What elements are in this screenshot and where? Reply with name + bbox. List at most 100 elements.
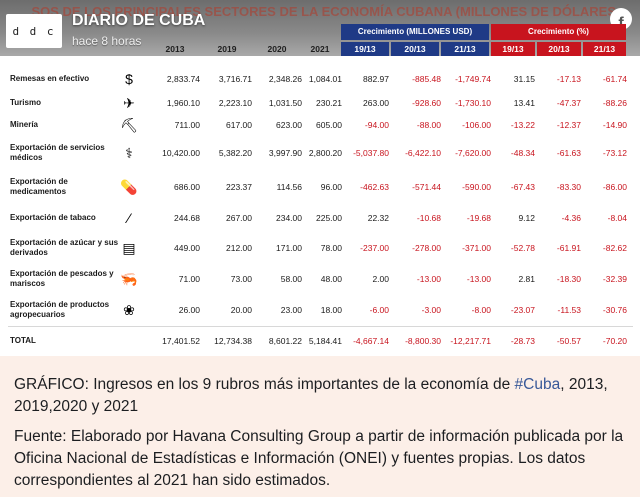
usd-growth-cell: 882.97 [363, 74, 389, 84]
table-row: Turismo ✈ 1,960.10 2,223.10 1,031.50 230.21 26… [0, 92, 640, 114]
table-divider [8, 326, 633, 327]
value-cell: 2,833.74 [166, 74, 200, 84]
page-name[interactable]: DIARIO DE CUBA [72, 12, 206, 29]
money-bag-icon: $ [125, 71, 133, 87]
pct-period-header: 20/13 [537, 42, 581, 56]
usd-growth-cell: -1,749.74 [455, 74, 491, 84]
value-cell: 18.00 [320, 305, 342, 315]
pct-growth-cell: -73.12 [602, 148, 627, 158]
mining-icon: ⛏ [120, 116, 138, 133]
pct-growth-cell: -30.76 [602, 305, 627, 315]
growth-usd-header: Crecimiento (MILLONES USD) [341, 24, 489, 40]
value-cell: 2,223.10 [218, 98, 252, 108]
pct-period-header: 21/13 [583, 42, 626, 56]
row-label: Minería [10, 120, 39, 129]
table-row: Exportación de pescados y mariscos 🦐 71.00… [0, 264, 640, 294]
pct-growth-cell: -17.13 [556, 74, 581, 84]
value-cell: 3,997.90 [268, 148, 302, 158]
value-cell: 2,800.20 [308, 148, 342, 158]
value-cell: 223.37 [226, 182, 252, 192]
total-usd-cell: -8,800.30 [405, 336, 441, 346]
pct-growth-cell: -88.26 [602, 98, 627, 108]
pct-growth-cell: -8.04 [607, 213, 627, 223]
pct-growth-cell: -18.30 [556, 274, 581, 284]
usd-growth-cell: -590.00 [462, 182, 491, 192]
hashtag-link[interactable]: #Cuba [514, 376, 561, 393]
pct-growth-cell: -13.22 [510, 120, 535, 130]
total-pct-cell: -50.57 [556, 336, 581, 346]
usd-growth-cell: -928.60 [412, 98, 441, 108]
usd-growth-cell: -8.00 [471, 305, 491, 315]
usd-growth-cell: 22.32 [367, 213, 389, 223]
medicine-icon: 💊 [120, 178, 138, 195]
usd-growth-cell: -1,730.10 [455, 98, 491, 108]
value-cell: 5,382.20 [218, 148, 252, 158]
pct-growth-cell: -14.90 [602, 120, 627, 130]
post-timestamp[interactable]: hace 8 horas [72, 34, 142, 48]
usd-growth-cell: -6.00 [369, 305, 389, 315]
row-label: Exportación de pescados y mariscos [10, 269, 114, 288]
usd-growth-cell: -371.00 [462, 243, 491, 253]
usd-growth-cell: -7,620.00 [455, 148, 491, 158]
usd-growth-cell: -571.44 [412, 182, 441, 192]
usd-growth-cell: -3.00 [421, 305, 441, 315]
total-pct-cell: -28.73 [510, 336, 535, 346]
pct-growth-cell: -4.36 [561, 213, 581, 223]
value-cell: 114.56 [276, 182, 302, 192]
value-cell: 1,084.01 [308, 74, 342, 84]
usd-period-header: 21/13 [441, 42, 489, 56]
pct-growth-cell: 9.12 [518, 213, 535, 223]
pct-growth-cell: -23.07 [510, 305, 535, 315]
table-title: SOS DE LOS PRINCIPALES SECTORES DE LA EC… [31, 4, 616, 19]
usd-growth-cell: -19.68 [466, 213, 491, 223]
row-label: Exportación de medicamentos [10, 177, 68, 196]
usd-period-header: 20/13 [391, 42, 439, 56]
caption-text: , 2013, 2019,2020 y 2021 [14, 376, 608, 415]
facebook-glyph: f [618, 15, 624, 30]
pct-growth-cell: -82.62 [602, 243, 627, 253]
tourism-icon: ✈ [123, 94, 135, 111]
usd-growth-cell: -6,422.10 [405, 148, 441, 158]
shrimp-icon: 🦐 [120, 270, 138, 287]
usd-growth-cell: -106.00 [462, 120, 491, 130]
value-cell: 234.00 [276, 213, 302, 223]
post-caption: GRÁFICO: Ingresos en los 9 rubros más im… [14, 374, 626, 497]
usd-growth-cell: -94.00 [364, 120, 389, 130]
value-cell: 171.00 [276, 243, 302, 253]
pct-growth-cell: -47.37 [556, 98, 581, 108]
pct-growth-cell: -48.34 [510, 148, 535, 158]
total-value-cell: 12,734.38 [214, 336, 252, 346]
produce-icon: ❀ [123, 301, 135, 318]
usd-period-header: 19/13 [341, 42, 389, 56]
table-row: Exportación de tabaco ⁄ 244.68 267.00 234.00… [0, 203, 640, 233]
value-cell: 617.00 [226, 120, 252, 130]
value-cell: 58.00 [280, 274, 302, 284]
caption-title: GRÁFICO: Ingresos en los 9 rubros más im… [14, 374, 626, 418]
pct-growth-cell: -61.63 [556, 148, 581, 158]
row-label: Exportación de productos agropecuarios [10, 300, 110, 319]
value-cell: 10,420.00 [162, 148, 200, 158]
total-value-cell: 17,401.52 [162, 336, 200, 346]
pct-growth-cell: -32.39 [602, 274, 627, 284]
row-label: Turismo [10, 98, 41, 107]
pct-growth-cell: -61.91 [556, 243, 581, 253]
sugar-jar-icon: ▤ [122, 239, 136, 256]
value-cell: 73.00 [230, 274, 252, 284]
value-cell: 212.00 [226, 243, 252, 253]
usd-growth-cell: -10.68 [416, 213, 441, 223]
value-cell: 96.00 [320, 182, 342, 192]
row-label: Exportación de tabaco [10, 213, 96, 222]
value-cell: 225.00 [316, 213, 342, 223]
value-cell: 2,348.26 [268, 74, 302, 84]
pct-growth-cell: -86.00 [602, 182, 627, 192]
table-row: Exportación de azúcar y sus derivados ▤ 44… [0, 233, 640, 263]
pct-period-header: 19/13 [491, 42, 535, 56]
page-logo[interactable]: d d c [6, 14, 62, 48]
post-image[interactable]: SOS DE LOS PRINCIPALES SECTORES DE LA EC… [0, 0, 640, 356]
total-usd-cell: -12,217.71 [450, 336, 491, 346]
caption-text: GRÁFICO: Ingresos en los 9 rubros más im… [14, 376, 515, 393]
pct-growth-cell: -61.74 [602, 74, 627, 84]
year-header: 2020 [267, 44, 287, 54]
value-cell: 623.00 [276, 120, 302, 130]
